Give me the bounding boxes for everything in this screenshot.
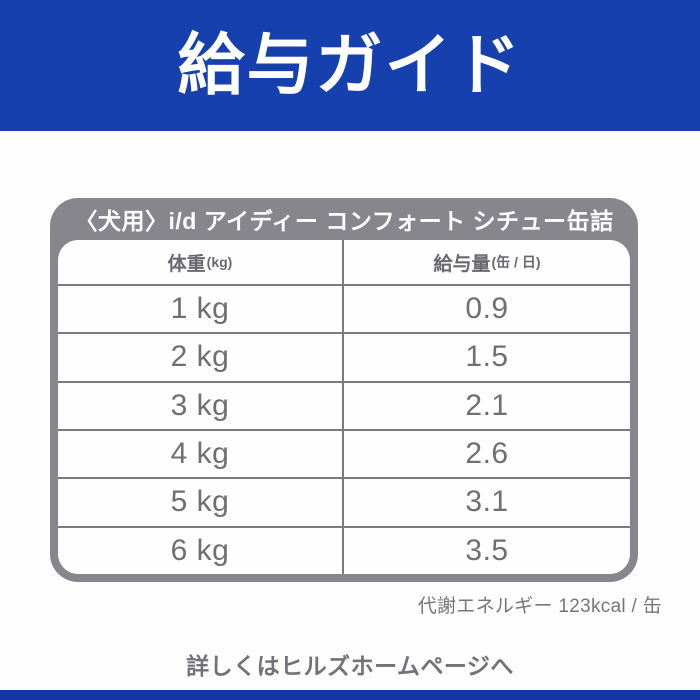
page-title: 給与ガイド bbox=[177, 28, 523, 103]
weight-cell: 4 kg bbox=[58, 430, 344, 478]
amount-column-unit: (缶 / 日) bbox=[491, 254, 541, 270]
weight-cell: 6 kg bbox=[58, 527, 344, 574]
amount-cell: 0.9 bbox=[465, 292, 509, 326]
amount-column-label: 給与量 bbox=[433, 253, 491, 275]
column-header-amount: 給与量 (缶 / 日) bbox=[344, 240, 630, 284]
weight-cell: 1 kg bbox=[58, 286, 344, 333]
amount-cell: 2.6 bbox=[465, 437, 509, 471]
table-header-row: 体重 (kg) 給与量 (缶 / 日) bbox=[58, 240, 630, 284]
column-header-weight: 体重 (kg) bbox=[58, 240, 344, 284]
table-row: 6 kg 3.5 bbox=[58, 525, 630, 574]
amount-cell: 1.5 bbox=[465, 340, 509, 374]
weight-cell: 2 kg bbox=[58, 334, 344, 381]
table-row: 3 kg 2.1 bbox=[58, 380, 630, 429]
amount-cell: 3.5 bbox=[465, 533, 509, 567]
weight-column-unit: (kg) bbox=[206, 254, 233, 270]
header-banner: 給与ガイド bbox=[0, 0, 700, 131]
table-row: 5 kg 3.1 bbox=[58, 477, 630, 526]
weight-cell: 5 kg bbox=[58, 479, 344, 526]
table-body: 体重 (kg) 給与量 (缶 / 日) 1 kg 0.9 2 kg 1.5 3 kg… bbox=[58, 240, 630, 574]
table-title-bar: 〈犬用〉i/d アイディー コンフォート シチュー缶詰 bbox=[50, 198, 638, 240]
weight-cell: 3 kg bbox=[58, 382, 344, 429]
homepage-note: 詳しくはヒルズホームページへ bbox=[186, 653, 514, 679]
amount-cell: 2.1 bbox=[465, 388, 509, 422]
table-title: 〈犬用〉i/d アイディー コンフォート シチュー缶詰 bbox=[74, 208, 614, 234]
amount-cell: 3.1 bbox=[465, 485, 509, 519]
bottom-accent-bar bbox=[0, 690, 700, 700]
table-row: 2 kg 1.5 bbox=[58, 332, 630, 381]
metabolic-energy-note: 代謝エネルギー 123kcal / 缶 bbox=[417, 596, 662, 617]
table-row: 1 kg 0.9 bbox=[58, 284, 630, 333]
weight-column-label: 体重 bbox=[167, 253, 206, 275]
feeding-guide-table: 〈犬用〉i/d アイディー コンフォート シチュー缶詰 体重 (kg) 給与量 (缶… bbox=[50, 198, 638, 582]
table-row: 4 kg 2.6 bbox=[58, 428, 630, 478]
